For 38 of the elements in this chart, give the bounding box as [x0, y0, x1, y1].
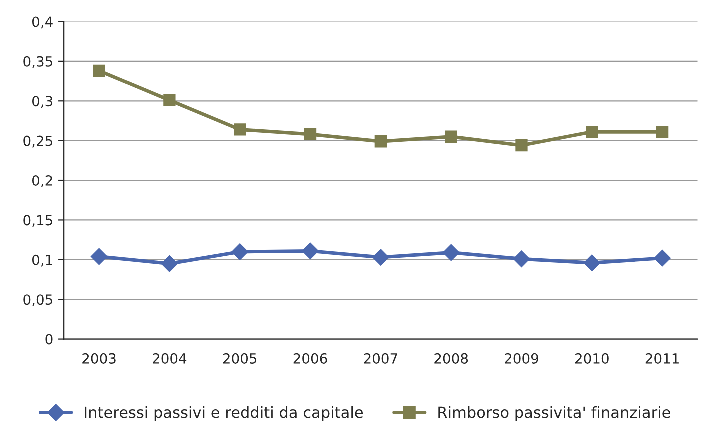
- legend-label: Interessi passivi e redditi da capitale: [85, 406, 364, 422]
- y-tick-label: 0,4: [32, 16, 53, 29]
- point: [302, 242, 319, 260]
- y-tick-label: 0,3: [32, 96, 53, 108]
- x-tick-label: 2009: [505, 353, 538, 364]
- x-tick-label: 2005: [223, 353, 257, 364]
- x-tick-label: 2007: [364, 353, 398, 364]
- x-tick-label: 2006: [294, 353, 328, 364]
- point: [656, 126, 669, 138]
- x-tick-label: 2010: [575, 353, 609, 364]
- y-tick-label: 0,05: [24, 294, 52, 306]
- point: [232, 244, 248, 260]
- y-tick-label: 0,1: [32, 254, 52, 267]
- x-tick-label: 2008: [434, 353, 468, 364]
- point: [445, 130, 458, 143]
- point: [442, 244, 460, 262]
- legend-label: Rimborso passivita' finanziarie: [438, 406, 670, 422]
- x-tick-label: 2011: [646, 353, 679, 364]
- point: [654, 250, 671, 267]
- point: [164, 94, 176, 106]
- point: [93, 64, 106, 78]
- x-tick-label: 2004: [153, 353, 187, 364]
- point: [372, 249, 390, 266]
- point: [234, 124, 246, 136]
- y-tick-label: 0,2: [32, 175, 52, 188]
- point: [584, 254, 601, 272]
- y-tick-label: 0,35: [24, 56, 52, 68]
- point: [516, 140, 528, 152]
- y-tick-label: 0,25: [24, 136, 52, 148]
- point: [90, 248, 108, 266]
- point: [586, 126, 598, 138]
- point: [374, 136, 387, 148]
- point: [513, 250, 530, 268]
- x-tick-label: 2003: [82, 353, 116, 364]
- point: [161, 256, 178, 272]
- y-tick-label: 0,15: [24, 215, 52, 228]
- y-tick-label: 0: [46, 334, 53, 345]
- point: [304, 128, 317, 141]
